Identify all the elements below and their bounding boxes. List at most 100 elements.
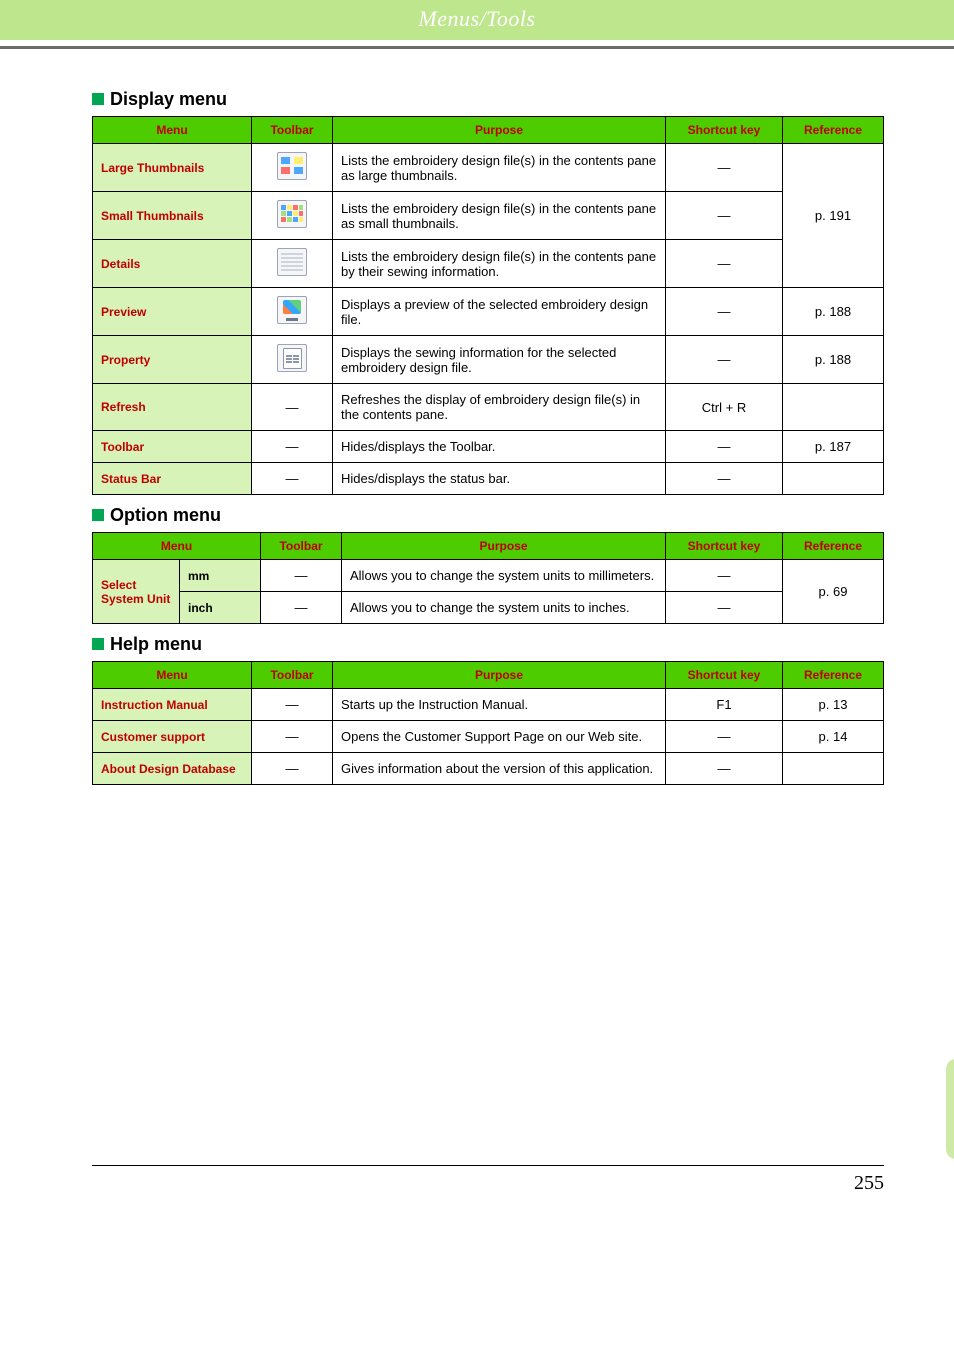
th-shortcut: Shortcut key <box>666 117 783 144</box>
cell-reference: p. 191 <box>783 144 884 288</box>
cell-shortcut: — <box>666 753 783 785</box>
cell-shortcut: F1 <box>666 689 783 721</box>
cell-purpose: Lists the embroidery design file(s) in t… <box>333 240 666 288</box>
th-toolbar: Toolbar <box>252 117 333 144</box>
table-row: Preview Displays a preview of the select… <box>93 288 884 336</box>
property-icon <box>277 344 307 372</box>
cell-purpose: Hides/displays the Toolbar. <box>333 431 666 463</box>
cell-purpose: Displays the sewing information for the … <box>333 336 666 384</box>
help-menu-table: Menu Toolbar Purpose Shortcut key Refere… <box>92 661 884 785</box>
side-tab-label: Menus/Tools <box>942 929 954 1023</box>
table-row: Select System Unit mm — Allows you to ch… <box>93 560 884 592</box>
th-toolbar: Toolbar <box>252 662 333 689</box>
cell-purpose: Refreshes the display of embroidery desi… <box>333 384 666 431</box>
table-row: Instruction Manual — Starts up the Instr… <box>93 689 884 721</box>
table-row: Refresh — Refreshes the display of embro… <box>93 384 884 431</box>
side-tab-indicator <box>946 1059 954 1159</box>
details-icon <box>277 248 307 276</box>
table-row: Large Thumbnails Lists the embroidery de… <box>93 144 884 192</box>
table-row: inch — Allows you to change the system u… <box>93 592 884 624</box>
table-header-row: Menu Toolbar Purpose Shortcut key Refere… <box>93 117 884 144</box>
table-row: Details Lists the embroidery design file… <box>93 240 884 288</box>
spacer <box>92 785 884 1155</box>
cell-purpose: Starts up the Instruction Manual. <box>333 689 666 721</box>
cell-toolbar: — <box>252 689 333 721</box>
cell-purpose: Gives information about the version of t… <box>333 753 666 785</box>
cell-reference: p. 13 <box>783 689 884 721</box>
cell-purpose: Lists the embroidery design file(s) in t… <box>333 192 666 240</box>
cell-reference: p. 188 <box>783 288 884 336</box>
th-shortcut: Shortcut key <box>666 662 783 689</box>
section-title-display: Display menu <box>92 89 884 110</box>
cell-purpose: Allows you to change the system units to… <box>342 560 666 592</box>
header-title: Menus/Tools <box>418 6 535 31</box>
table-header-row: Menu Toolbar Purpose Shortcut key Refere… <box>93 662 884 689</box>
th-toolbar: Toolbar <box>261 533 342 560</box>
cell-shortcut: — <box>666 288 783 336</box>
header-band: Menus/Tools <box>0 0 954 40</box>
th-menu: Menu <box>93 533 261 560</box>
table-row: Small Thumbnails Lists the embroidery de… <box>93 192 884 240</box>
cell-toolbar: — <box>252 753 333 785</box>
page-number: 255 <box>0 1166 954 1195</box>
section-title-option: Option menu <box>92 505 884 526</box>
large-thumbnails-icon <box>277 152 307 180</box>
cell-toolbar: — <box>252 463 333 495</box>
cell-toolbar: — <box>252 384 333 431</box>
cell-menu-group: Select System Unit <box>93 560 180 624</box>
section-title-text: Display menu <box>110 89 227 109</box>
th-reference: Reference <box>783 533 884 560</box>
option-menu-table: Menu Toolbar Purpose Shortcut key Refere… <box>92 532 884 624</box>
cell-shortcut: — <box>666 560 783 592</box>
cell-reference: p. 188 <box>783 336 884 384</box>
cell-shortcut: — <box>666 240 783 288</box>
section-title-text: Option menu <box>110 505 221 525</box>
cell-toolbar: — <box>252 721 333 753</box>
table-row: Customer support — Opens the Customer Su… <box>93 721 884 753</box>
th-purpose: Purpose <box>333 662 666 689</box>
cell-toolbar: — <box>261 560 342 592</box>
th-reference: Reference <box>783 117 884 144</box>
cell-toolbar <box>252 336 333 384</box>
cell-reference: p. 14 <box>783 721 884 753</box>
cell-reference <box>783 384 884 431</box>
cell-purpose: Hides/displays the status bar. <box>333 463 666 495</box>
cell-menu: Refresh <box>93 384 252 431</box>
table-row: Status Bar — Hides/displays the status b… <box>93 463 884 495</box>
cell-shortcut: — <box>666 463 783 495</box>
small-thumbnails-icon <box>277 200 307 228</box>
cell-purpose: Opens the Customer Support Page on our W… <box>333 721 666 753</box>
display-menu-table: Menu Toolbar Purpose Shortcut key Refere… <box>92 116 884 495</box>
cell-menu: Details <box>93 240 252 288</box>
cell-shortcut: — <box>666 431 783 463</box>
page-content: Display menu Menu Toolbar Purpose Shortc… <box>0 49 954 1165</box>
cell-reference <box>783 463 884 495</box>
th-reference: Reference <box>783 662 884 689</box>
cell-purpose: Allows you to change the system units to… <box>342 592 666 624</box>
cell-toolbar <box>252 240 333 288</box>
cell-toolbar: — <box>252 431 333 463</box>
cell-shortcut: — <box>666 592 783 624</box>
bullet-icon <box>92 93 104 105</box>
th-menu: Menu <box>93 117 252 144</box>
cell-menu: Property <box>93 336 252 384</box>
cell-menu: Customer support <box>93 721 252 753</box>
cell-shortcut: Ctrl + R <box>666 384 783 431</box>
cell-menu: Toolbar <box>93 431 252 463</box>
preview-icon <box>277 296 307 324</box>
cell-toolbar <box>252 192 333 240</box>
cell-menu: About Design Database <box>93 753 252 785</box>
section-title-text: Help menu <box>110 634 202 654</box>
th-menu: Menu <box>93 662 252 689</box>
section-title-help: Help menu <box>92 634 884 655</box>
cell-shortcut: — <box>666 336 783 384</box>
cell-purpose: Displays a preview of the selected embro… <box>333 288 666 336</box>
cell-menu: Preview <box>93 288 252 336</box>
cell-reference: p. 187 <box>783 431 884 463</box>
cell-shortcut: — <box>666 192 783 240</box>
cell-sub-inch: inch <box>180 592 261 624</box>
table-header-row: Menu Toolbar Purpose Shortcut key Refere… <box>93 533 884 560</box>
cell-menu: Large Thumbnails <box>93 144 252 192</box>
table-row: About Design Database — Gives informatio… <box>93 753 884 785</box>
cell-sub-mm: mm <box>180 560 261 592</box>
